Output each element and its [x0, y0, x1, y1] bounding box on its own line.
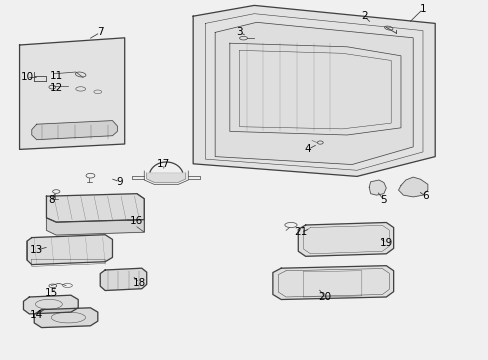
Text: 3: 3 [236, 27, 243, 37]
Text: 15: 15 [44, 288, 58, 298]
Polygon shape [32, 121, 117, 140]
Text: 14: 14 [30, 310, 43, 320]
Polygon shape [46, 218, 144, 235]
Text: 7: 7 [97, 27, 103, 37]
Text: 11: 11 [49, 71, 63, 81]
Text: 19: 19 [379, 238, 392, 248]
Text: 2: 2 [360, 11, 367, 21]
Text: 20: 20 [318, 292, 331, 302]
Polygon shape [23, 295, 78, 314]
Text: 17: 17 [157, 159, 170, 169]
Polygon shape [272, 266, 393, 300]
Text: 18: 18 [132, 278, 146, 288]
Text: 5: 5 [380, 195, 386, 205]
Text: 4: 4 [304, 144, 311, 154]
Text: 12: 12 [49, 83, 63, 93]
Polygon shape [100, 268, 146, 291]
Text: 13: 13 [30, 245, 43, 255]
Polygon shape [146, 173, 185, 183]
Polygon shape [34, 308, 98, 328]
Text: 8: 8 [48, 195, 55, 205]
Polygon shape [398, 177, 427, 197]
Polygon shape [298, 222, 393, 256]
Polygon shape [27, 235, 112, 265]
Text: 21: 21 [293, 227, 307, 237]
Polygon shape [368, 180, 386, 195]
Polygon shape [215, 22, 412, 165]
Polygon shape [20, 38, 124, 149]
Polygon shape [46, 194, 144, 222]
Text: 10: 10 [20, 72, 33, 82]
Text: 6: 6 [421, 191, 428, 201]
Polygon shape [193, 5, 434, 176]
Text: 9: 9 [116, 177, 123, 187]
Text: 1: 1 [419, 4, 426, 14]
Text: 16: 16 [130, 216, 143, 226]
